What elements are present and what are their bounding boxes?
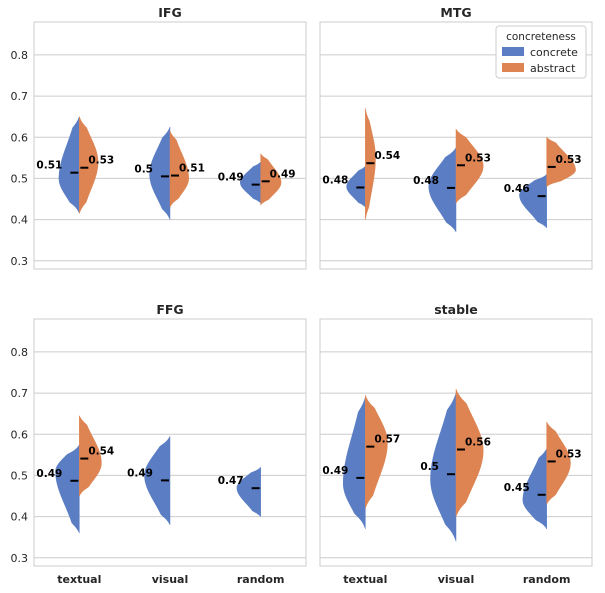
- panel-frame: [319, 21, 593, 270]
- panel-frame: [319, 318, 593, 567]
- concrete-mean-label-random: 0.47: [218, 475, 244, 487]
- legend: concreteness concrete abstract: [495, 25, 587, 79]
- y-tick-label: 0.5: [11, 469, 29, 482]
- panel-frame: [33, 318, 307, 567]
- y-tick-label: 0.6: [11, 428, 29, 441]
- abstract-mean-label-textual: 0.54: [88, 446, 114, 458]
- concrete-violin-random: [236, 466, 262, 517]
- y-tick-label: 0.3: [11, 255, 29, 268]
- legend-title: concreteness: [506, 31, 576, 43]
- concrete-mean-label-random: 0.46: [504, 183, 530, 195]
- concrete-mean-label-visual: 0.48: [413, 175, 439, 187]
- concrete-violin-visual: [144, 435, 171, 525]
- y-tick-label: 0.5: [11, 172, 29, 185]
- concrete-violin-textual: [342, 396, 366, 530]
- x-tick-label: textual: [343, 573, 387, 586]
- y-tick-label: 0.8: [11, 49, 29, 62]
- panel-title: IFG: [158, 5, 181, 20]
- abstract-violin-textual: [364, 394, 388, 509]
- x-tick-label: visual: [438, 573, 475, 586]
- y-tick-label: 0.6: [11, 131, 29, 144]
- y-tick-label: 0.8: [11, 346, 29, 359]
- abstract-mean-label-random: 0.53: [556, 154, 582, 166]
- panel-title: stable: [434, 302, 478, 317]
- panel-title: MTG: [440, 5, 471, 20]
- concrete-violin-visual: [149, 126, 171, 220]
- abstract-mean-label-textual: 0.57: [374, 434, 400, 446]
- x-tick-label: random: [237, 573, 285, 586]
- concrete-mean-label-textual: 0.48: [322, 174, 348, 186]
- x-tick-label: textual: [57, 573, 101, 586]
- abstract-mean-label-random: 0.49: [270, 168, 296, 180]
- abstract-violin-random: [546, 137, 576, 187]
- abstract-mean-label-textual: 0.53: [88, 155, 114, 167]
- panel-frame: [33, 21, 307, 270]
- panel-stable: stable textual visual random 0.49 0.57 0.5 0.56…: [319, 302, 593, 586]
- panel-title: FFG: [156, 302, 183, 317]
- y-tick-label: 0.4: [11, 214, 29, 227]
- y-tick-label: 0.4: [11, 511, 29, 524]
- concrete-mean-label-visual: 0.49: [127, 467, 153, 479]
- abstract-mean-label-visual: 0.53: [465, 152, 491, 164]
- legend-label-concrete: concrete: [530, 46, 578, 59]
- concrete-mean-label-random: 0.45: [504, 482, 530, 494]
- concrete-violin-textual: [58, 116, 80, 214]
- legend-label-abstract: abstract: [530, 62, 576, 75]
- abstract-violin-textual: [78, 116, 99, 214]
- y-tick-label: 0.7: [11, 90, 29, 103]
- panel-mtg: MTG 0.48 0.54 0.48 0.53 0.46 0.53: [319, 5, 593, 270]
- concrete-mean-label-visual: 0.5: [134, 163, 153, 175]
- abstract-violin-random: [546, 421, 571, 505]
- concrete-mean-label-textual: 0.49: [36, 468, 62, 480]
- abstract-mean-label-visual: 0.56: [465, 436, 491, 448]
- concrete-violin-random: [522, 448, 548, 530]
- y-tick-label: 0.3: [11, 552, 29, 565]
- legend-swatch-concrete: [502, 47, 524, 56]
- panel-ifg: IFG 0.3 0.4 0.5 0.6 0.7 0.8 0.51 0.53 0.5 0.51 0.49…: [11, 5, 307, 270]
- abstract-violin-textual: [78, 415, 102, 497]
- abstract-mean-label-visual: 0.51: [179, 163, 205, 175]
- y-tick-label: 0.7: [11, 387, 29, 400]
- abstract-violin-visual: [455, 128, 484, 204]
- concrete-mean-label-visual: 0.5: [420, 461, 439, 473]
- abstract-violin-random: [260, 153, 282, 206]
- concrete-mean-label-textual: 0.51: [36, 160, 62, 172]
- concrete-violin-visual: [428, 146, 457, 233]
- abstract-violin-visual: [455, 388, 484, 517]
- concrete-violin-textual: [346, 165, 366, 208]
- concrete-violin-visual: [430, 393, 457, 542]
- legend-swatch-abstract: [502, 63, 524, 72]
- concrete-mean-label-textual: 0.49: [322, 465, 348, 477]
- concrete-violin-random: [240, 161, 262, 204]
- concrete-violin-textual: [55, 444, 80, 534]
- concrete-violin-random: [519, 174, 548, 229]
- x-tick-label: random: [523, 573, 571, 586]
- abstract-mean-label-textual: 0.54: [374, 150, 400, 162]
- abstract-violin-visual: [169, 130, 189, 208]
- x-tick-label: visual: [152, 573, 189, 586]
- abstract-mean-label-random: 0.53: [556, 448, 582, 460]
- panel-ffg: FFG 0.3 0.4 0.5 0.6 0.7 0.8 textual visual random…: [11, 302, 307, 586]
- concrete-mean-label-random: 0.49: [218, 172, 244, 184]
